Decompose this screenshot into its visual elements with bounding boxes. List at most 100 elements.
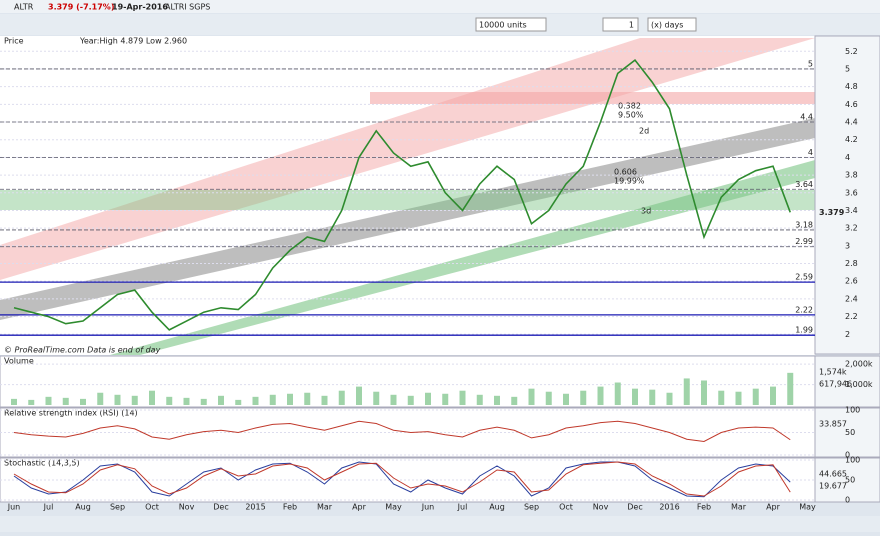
gray-channel [0, 118, 815, 320]
price-bg [0, 36, 815, 355]
volume-bar [528, 388, 535, 405]
volume-bar [149, 390, 155, 405]
panel-title: Relative strength index (RSI) (14) [4, 409, 138, 418]
last-price: 3.379 [819, 208, 845, 217]
y-tick-label: 2.2 [845, 312, 858, 321]
period-unit-box[interactable] [647, 17, 697, 32]
x-tick-label: Sep [110, 503, 125, 512]
volume-bar [304, 392, 311, 405]
volume-bar [45, 396, 52, 405]
level-label: 5 [808, 59, 813, 68]
annotation: 3d [641, 207, 651, 216]
y-tick-label: 5 [845, 64, 850, 73]
volume-bar [459, 390, 466, 405]
level-label: 1.99 [795, 326, 813, 335]
volume-bar [338, 390, 345, 405]
volume-bar [425, 392, 431, 405]
volume-bar [200, 398, 207, 405]
volume-bar [580, 390, 587, 405]
units-box[interactable] [475, 17, 547, 32]
y-tick-label: 4 [845, 153, 850, 162]
panel-title: Volume [4, 357, 34, 366]
subtitle: Year:High 4.879 Low 2.960 [79, 37, 187, 46]
x-tick-label: Jul [43, 503, 54, 512]
volume-bar [321, 395, 328, 405]
readout: 19.677 [819, 482, 847, 491]
volume-bar [80, 398, 86, 405]
volume-bar [476, 394, 483, 405]
y-tick-label: 5.2 [845, 47, 858, 56]
volume-bar [166, 396, 173, 405]
level-label: 2.99 [795, 237, 813, 246]
axis-bg [814, 457, 880, 503]
volume-bar [718, 390, 725, 405]
volume-bar [11, 398, 17, 405]
y-tick-label: 2.6 [845, 277, 858, 286]
y-tick-label: 4.2 [845, 135, 858, 144]
volume-bar [62, 397, 69, 405]
x-tick-label: Aug [489, 503, 505, 512]
x-tick-label: Apr [352, 503, 367, 512]
y-tick-label: 50 [845, 428, 855, 437]
scrollbar[interactable] [0, 516, 880, 532]
volume-bar [770, 386, 776, 405]
volume-bar [183, 397, 190, 405]
period-unit: (x) days [651, 21, 683, 30]
volume-bar [632, 388, 638, 405]
x-tick-label: Mar [731, 503, 747, 512]
x-tick-label: Dec [627, 503, 642, 512]
volume-bar [356, 386, 362, 405]
volume-bar [701, 380, 707, 405]
x-tick-label: Aug [75, 503, 91, 512]
data-line [13, 461, 791, 498]
y-tick-label: 4.6 [845, 100, 858, 109]
y-tick-label: 2 [845, 330, 850, 339]
period-box[interactable] [602, 17, 639, 32]
y-tick-label: 0 [845, 496, 850, 505]
volume-bar [735, 391, 742, 405]
volume-bar [614, 382, 621, 405]
y-tick-label: 1,000k [845, 380, 873, 389]
annotation: 2d [639, 127, 649, 136]
x-tick-label: Nov [593, 503, 609, 512]
volume-bar [373, 391, 380, 405]
level-label: 4.4 [800, 113, 813, 122]
level-label: 3.18 [795, 220, 813, 229]
volume-bar [407, 395, 414, 405]
x-tick-label: Jul [457, 503, 468, 512]
annotation: 0.382 [618, 102, 641, 111]
level-label: 3.64 [795, 180, 813, 189]
volume-bar [28, 399, 35, 405]
x-tick-label: Apr [766, 503, 781, 512]
price-panel: Price Year:High 4.879 Low 2.960 © ProRea… [0, 36, 815, 355]
y-tick-label: 0 [845, 451, 850, 460]
x-tick-label: Feb [697, 503, 711, 512]
x-tick-label: Jun [421, 503, 435, 512]
level-label: 4 [808, 148, 813, 157]
level-label: 2.59 [795, 273, 813, 282]
volume-bar [787, 372, 794, 405]
green-zone [0, 190, 815, 210]
volume-bar [97, 392, 104, 405]
volume-bar [218, 395, 224, 405]
x-tick-label: 2016 [659, 503, 679, 512]
toolbar [0, 14, 880, 35]
y-tick-label: 2.4 [845, 294, 858, 303]
x-tick-label: Jun [7, 503, 21, 512]
panel-title: Price [4, 37, 24, 46]
volume-bar [649, 389, 656, 405]
y-tick-label: 3.8 [845, 171, 858, 180]
x-tick-label: Sep [524, 503, 539, 512]
units: 10000 units [479, 21, 527, 30]
y-tick-label: 2,000k [845, 360, 873, 369]
title-bar [0, 0, 880, 13]
green-channel [110, 160, 815, 355]
y-tick-label: 4.4 [845, 118, 858, 127]
x-tick-label: May [799, 503, 816, 512]
x-tick-label: May [385, 503, 402, 512]
y-tick-label: 3.2 [845, 224, 858, 233]
annotation: 9.50% [618, 111, 644, 120]
axis-bg [814, 35, 880, 355]
period-value: 1 [629, 21, 634, 30]
volume-bar [269, 394, 276, 405]
